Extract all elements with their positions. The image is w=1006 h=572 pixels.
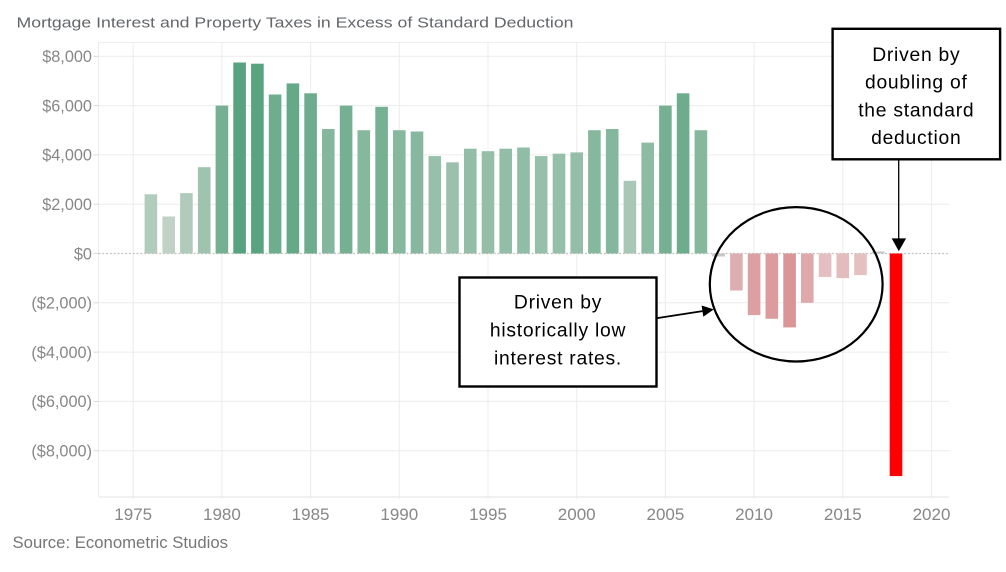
svg-text:Driven by: Driven by <box>872 45 960 66</box>
svg-text:($8,000): ($8,000) <box>31 443 92 461</box>
svg-text:Driven by: Driven by <box>514 293 602 314</box>
svg-text:2010: 2010 <box>735 505 773 524</box>
svg-text:($2,000): ($2,000) <box>31 295 92 313</box>
svg-text:historically low: historically low <box>490 321 626 342</box>
svg-text:2005: 2005 <box>646 505 684 524</box>
svg-text:$6,000: $6,000 <box>42 97 92 115</box>
svg-text:2000: 2000 <box>558 505 596 524</box>
svg-text:2015: 2015 <box>824 505 862 524</box>
svg-text:$2,000: $2,000 <box>42 196 92 214</box>
svg-text:$0: $0 <box>74 245 92 263</box>
svg-text:interest rates.: interest rates. <box>494 348 622 369</box>
svg-text:1995: 1995 <box>469 505 507 524</box>
svg-text:the standard: the standard <box>858 100 974 121</box>
svg-text:2020: 2020 <box>913 505 951 524</box>
svg-text:1985: 1985 <box>292 505 330 524</box>
svg-text:$4,000: $4,000 <box>42 147 92 165</box>
svg-text:Source: Econometric Studios: Source: Econometric Studios <box>13 534 229 552</box>
svg-text:Mortgage Interest and Property: Mortgage Interest and Property Taxes in … <box>17 15 574 31</box>
svg-text:1975: 1975 <box>114 505 152 524</box>
svg-text:1990: 1990 <box>380 505 418 524</box>
svg-text:($6,000): ($6,000) <box>31 393 92 411</box>
svg-text:deduction: deduction <box>871 128 961 149</box>
svg-text:$8,000: $8,000 <box>42 48 92 66</box>
svg-text:($4,000): ($4,000) <box>31 344 92 362</box>
svg-text:doubling of: doubling of <box>865 73 968 94</box>
svg-text:1980: 1980 <box>203 505 241 524</box>
